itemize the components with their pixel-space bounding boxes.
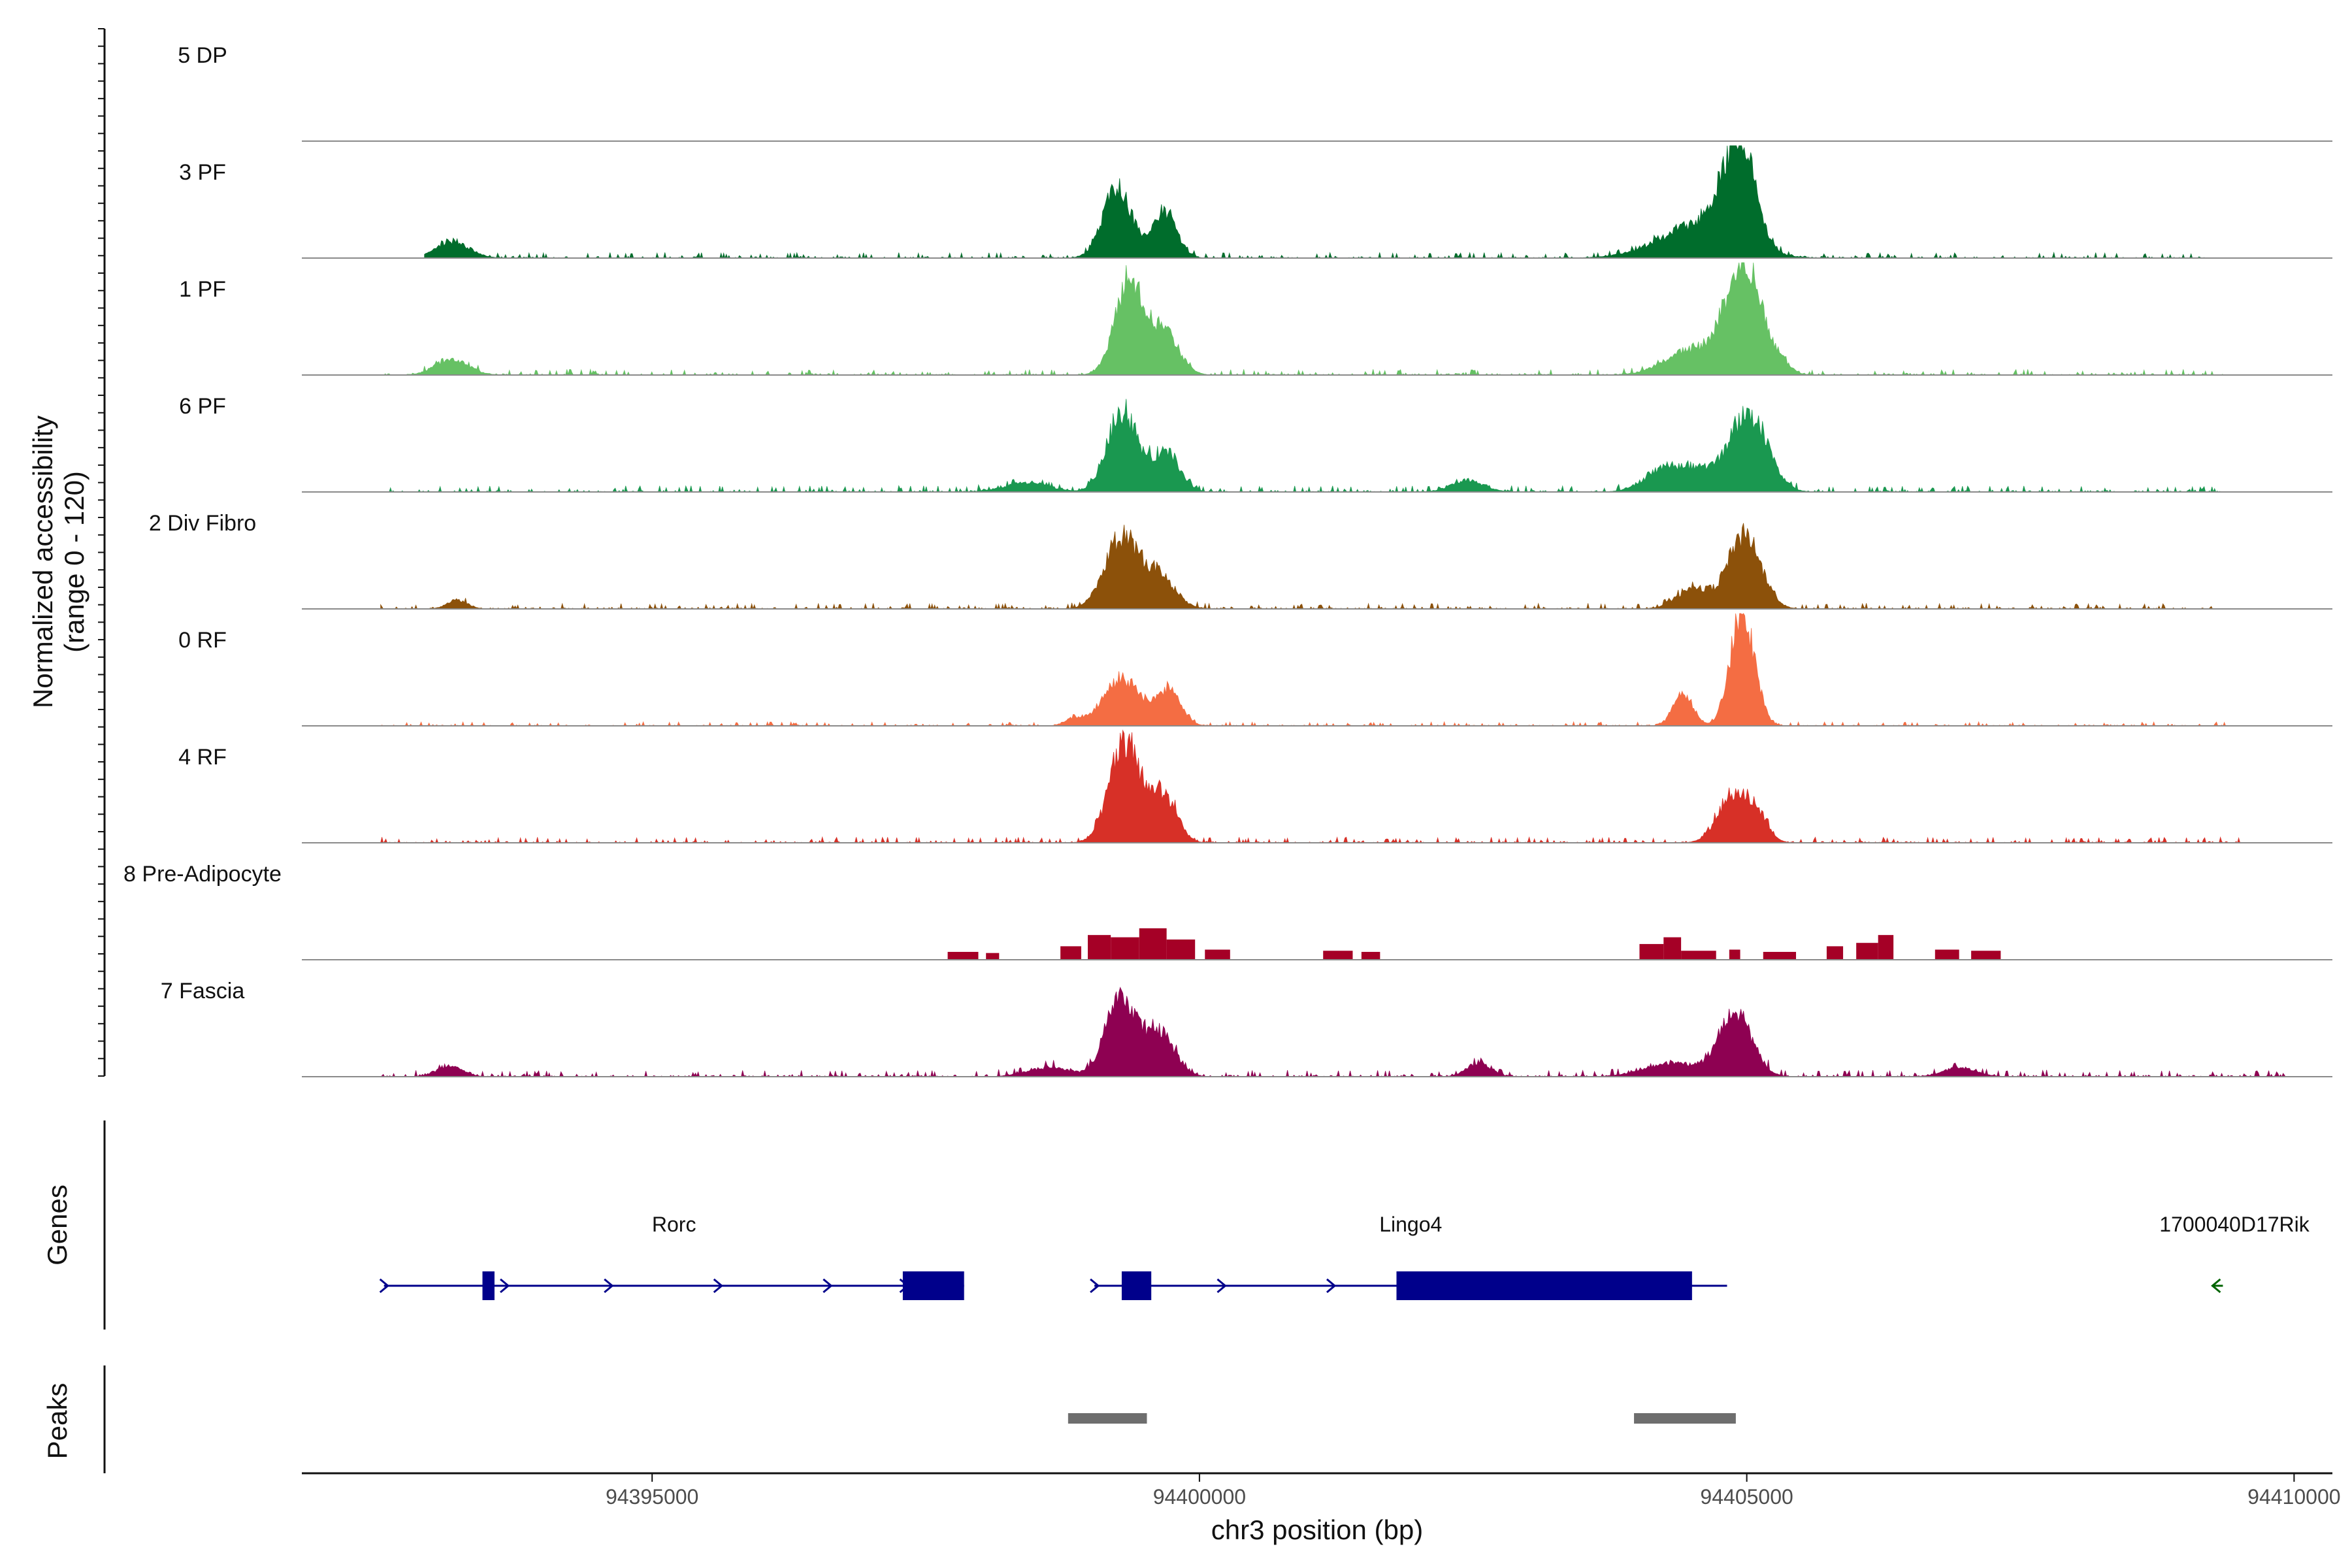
coverage-area <box>425 146 2217 258</box>
track-label: 8 Pre-Adipocyte <box>123 862 282 887</box>
coverage-block <box>1971 951 2001 960</box>
track-label: 1 PF <box>179 277 226 302</box>
gene-exon <box>482 1271 494 1300</box>
coverage-area <box>381 730 2243 843</box>
coverage-area <box>384 399 2225 492</box>
coverage-track: 5 DP <box>0 43 2332 141</box>
x-tick-label: 94395000 <box>606 1485 698 1509</box>
coverage-block <box>1060 946 1081 960</box>
coverage-track: 8 Pre-Adipocyte <box>123 862 2332 960</box>
genes-panel-title: Genes <box>42 1184 73 1266</box>
coverage-block <box>1139 928 1167 960</box>
x-tick-label: 94405000 <box>1700 1485 1793 1509</box>
track-label: 7 Fascia <box>161 979 245 1004</box>
track-label: 5 DP <box>178 43 227 68</box>
coverage-area <box>381 988 2285 1077</box>
peaks-panel-title: Peaks <box>42 1383 73 1460</box>
coverage-area <box>381 523 2221 609</box>
coverage-block <box>1663 938 1681 960</box>
peak-annotation-panel <box>105 1365 1736 1473</box>
gene-model: 1700040D17Rik <box>2159 1213 2310 1292</box>
x-axis-title: chr3 position (bp) <box>1211 1514 1424 1545</box>
coverage-block <box>1323 951 1352 960</box>
gene-label: Rorc <box>652 1213 696 1236</box>
x-tick-label: 94400000 <box>1153 1485 1246 1509</box>
track-label: 0 RF <box>178 628 227 653</box>
coverage-block <box>1167 939 1196 960</box>
coverage-block <box>1827 946 1843 960</box>
x-tick-label: 94410000 <box>2247 1485 2340 1509</box>
coverage-block <box>1362 952 1380 960</box>
coverage-block <box>1935 950 1959 960</box>
coverage-block <box>1111 938 1139 960</box>
y-axis-title: Normalized accessibility <box>27 416 58 708</box>
gene-model: Lingo4 <box>1090 1213 1727 1300</box>
coverage-track: 4 RF <box>178 730 2332 843</box>
coverage-block <box>1763 952 1796 960</box>
gene-exon <box>1122 1271 1151 1300</box>
coverage-track: 0 RF <box>178 613 2332 726</box>
coverage-track: 7 Fascia <box>161 979 2332 1077</box>
gene-model: Rorc <box>380 1213 964 1300</box>
coverage-block <box>1856 943 1878 960</box>
coverage-block <box>1205 950 1230 960</box>
track-label: 4 RF <box>178 745 227 770</box>
gene-exon <box>1396 1271 1691 1300</box>
gene-label: 1700040D17Rik <box>2159 1213 2310 1236</box>
coverage-block <box>1088 935 1111 960</box>
coverage-block <box>1639 944 1663 960</box>
coverage-area <box>381 613 2227 726</box>
gene-exon <box>903 1271 964 1300</box>
strand-arrow-icon <box>2212 1279 2223 1292</box>
x-axis: 94395000 94400000 94405000 94410000 <box>302 1473 2341 1509</box>
peak-region <box>1634 1413 1736 1424</box>
coverage-area <box>384 263 2225 375</box>
coverage-track: 6 PF <box>179 394 2332 492</box>
y-axis <box>98 29 105 1076</box>
gene-label: Lingo4 <box>1379 1213 1442 1236</box>
y-axis-range-label: (range 0 - 120) <box>59 471 90 653</box>
track-label: 6 PF <box>179 394 226 419</box>
track-label: 2 Div Fibro <box>149 511 256 536</box>
coverage-track: 3 PF <box>179 146 2332 258</box>
coverage-track: 1 PF <box>179 263 2332 375</box>
coverage-block <box>1681 951 1716 960</box>
track-label: 3 PF <box>179 160 226 185</box>
coverage-block <box>1878 935 1893 960</box>
coverage-tracks: 5 DP 3 PF 1 PF 6 PF 2 Div Fibro 0 RF 4 RF 8 Pre… <box>0 43 2332 1077</box>
coverage-block <box>1729 950 1740 960</box>
coverage-block <box>948 952 979 960</box>
peak-region <box>1068 1413 1147 1424</box>
coverage-track: 2 Div Fibro <box>149 511 2332 609</box>
gene-annotation-panel: Rorc Lingo4 1700040D17Rik <box>105 1120 2310 1330</box>
coverage-block <box>986 953 999 960</box>
